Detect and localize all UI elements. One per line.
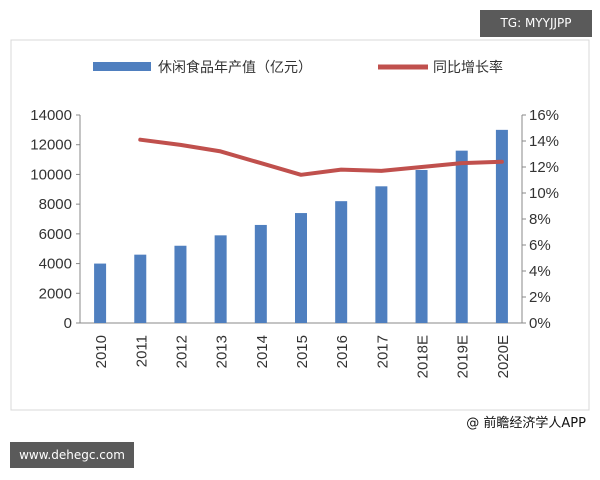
x-tick-label: 2015 bbox=[294, 335, 311, 368]
y-left-tick-label: 8000 bbox=[39, 196, 72, 213]
site-link[interactable]: www.dehegc.com bbox=[10, 442, 134, 468]
chart-frame bbox=[10, 39, 590, 411]
credit-text: @ 前瞻经济学人APP bbox=[466, 416, 586, 431]
x-tick-label: 2011 bbox=[133, 335, 150, 367]
growth-rate-point bbox=[219, 149, 223, 153]
y-left-tick-label: 2000 bbox=[39, 285, 72, 302]
growth-rate-point bbox=[460, 161, 464, 165]
y-right-tick-label: 14% bbox=[529, 133, 559, 150]
bar-2011 bbox=[134, 254, 147, 323]
y-left-tick-label: 6000 bbox=[39, 226, 72, 243]
y-right-tick-label: 0% bbox=[529, 315, 551, 332]
y-right-tick-label: 2% bbox=[529, 289, 551, 306]
bar-2018E bbox=[415, 169, 428, 323]
y-right-tick-label: 6% bbox=[529, 237, 551, 254]
growth-rate-point bbox=[379, 169, 383, 173]
y-right-tick-label: 16% bbox=[529, 107, 559, 124]
x-tick-label: 2016 bbox=[334, 335, 351, 368]
watermark-tag: TG: MYYJJPP bbox=[480, 10, 592, 37]
line-series bbox=[138, 137, 504, 177]
bar-2016 bbox=[335, 201, 348, 323]
bar-2015 bbox=[295, 213, 307, 323]
growth-rate-point bbox=[299, 173, 303, 177]
x-tick-label: 2018E bbox=[415, 335, 432, 378]
x-tick-label: 2020E bbox=[495, 335, 512, 378]
growth-rate-point bbox=[178, 143, 182, 147]
x-tick-label: 2010 bbox=[93, 335, 110, 368]
y-left-tick-label: 4000 bbox=[39, 256, 72, 273]
y-right-tick-label: 4% bbox=[529, 263, 551, 280]
bar-2012 bbox=[174, 245, 187, 323]
legend-bar-label: 休闲食品年产值（亿元） bbox=[158, 59, 312, 76]
legend-bar-swatch bbox=[93, 62, 151, 71]
x-tick-label: 2013 bbox=[214, 335, 231, 368]
x-tick-label: 2017 bbox=[374, 335, 391, 368]
legend: 休闲食品年产值（亿元） 同比增长率 bbox=[93, 59, 503, 76]
y-right-tick-label: 12% bbox=[529, 159, 559, 176]
y-left-tick-label: 0 bbox=[64, 315, 72, 332]
y-right-tick-label: 8% bbox=[529, 211, 551, 228]
growth-rate-line bbox=[138, 137, 504, 177]
growth-rate-point bbox=[500, 160, 504, 164]
x-tick-label: 2014 bbox=[254, 335, 271, 368]
x-tick-label: 2012 bbox=[173, 335, 190, 368]
bar-2013 bbox=[214, 235, 227, 323]
bar-2017 bbox=[375, 186, 388, 323]
bar-2019E bbox=[455, 150, 468, 323]
x-tick-label: 2019E bbox=[455, 335, 472, 378]
tick-labels: 0 2000 4000 6000 8000 10000 12000 14000 0% 2% 4% 6%… bbox=[30, 107, 559, 378]
growth-rate-point bbox=[339, 168, 343, 172]
y-right-tick-label: 10% bbox=[529, 185, 559, 202]
growth-rate-point bbox=[259, 161, 263, 165]
bar-2014 bbox=[254, 224, 267, 323]
growth-rate-point bbox=[420, 165, 424, 169]
legend-line-label: 同比增长率 bbox=[433, 59, 503, 76]
growth-rate-point bbox=[138, 138, 142, 142]
bar-2010 bbox=[94, 263, 107, 323]
bar-2020E bbox=[495, 129, 508, 323]
bar-series bbox=[94, 129, 508, 323]
y-left-tick-label: 10000 bbox=[30, 166, 72, 183]
y-left-tick-label: 12000 bbox=[30, 137, 72, 154]
y-left-tick-label: 14000 bbox=[30, 107, 72, 124]
